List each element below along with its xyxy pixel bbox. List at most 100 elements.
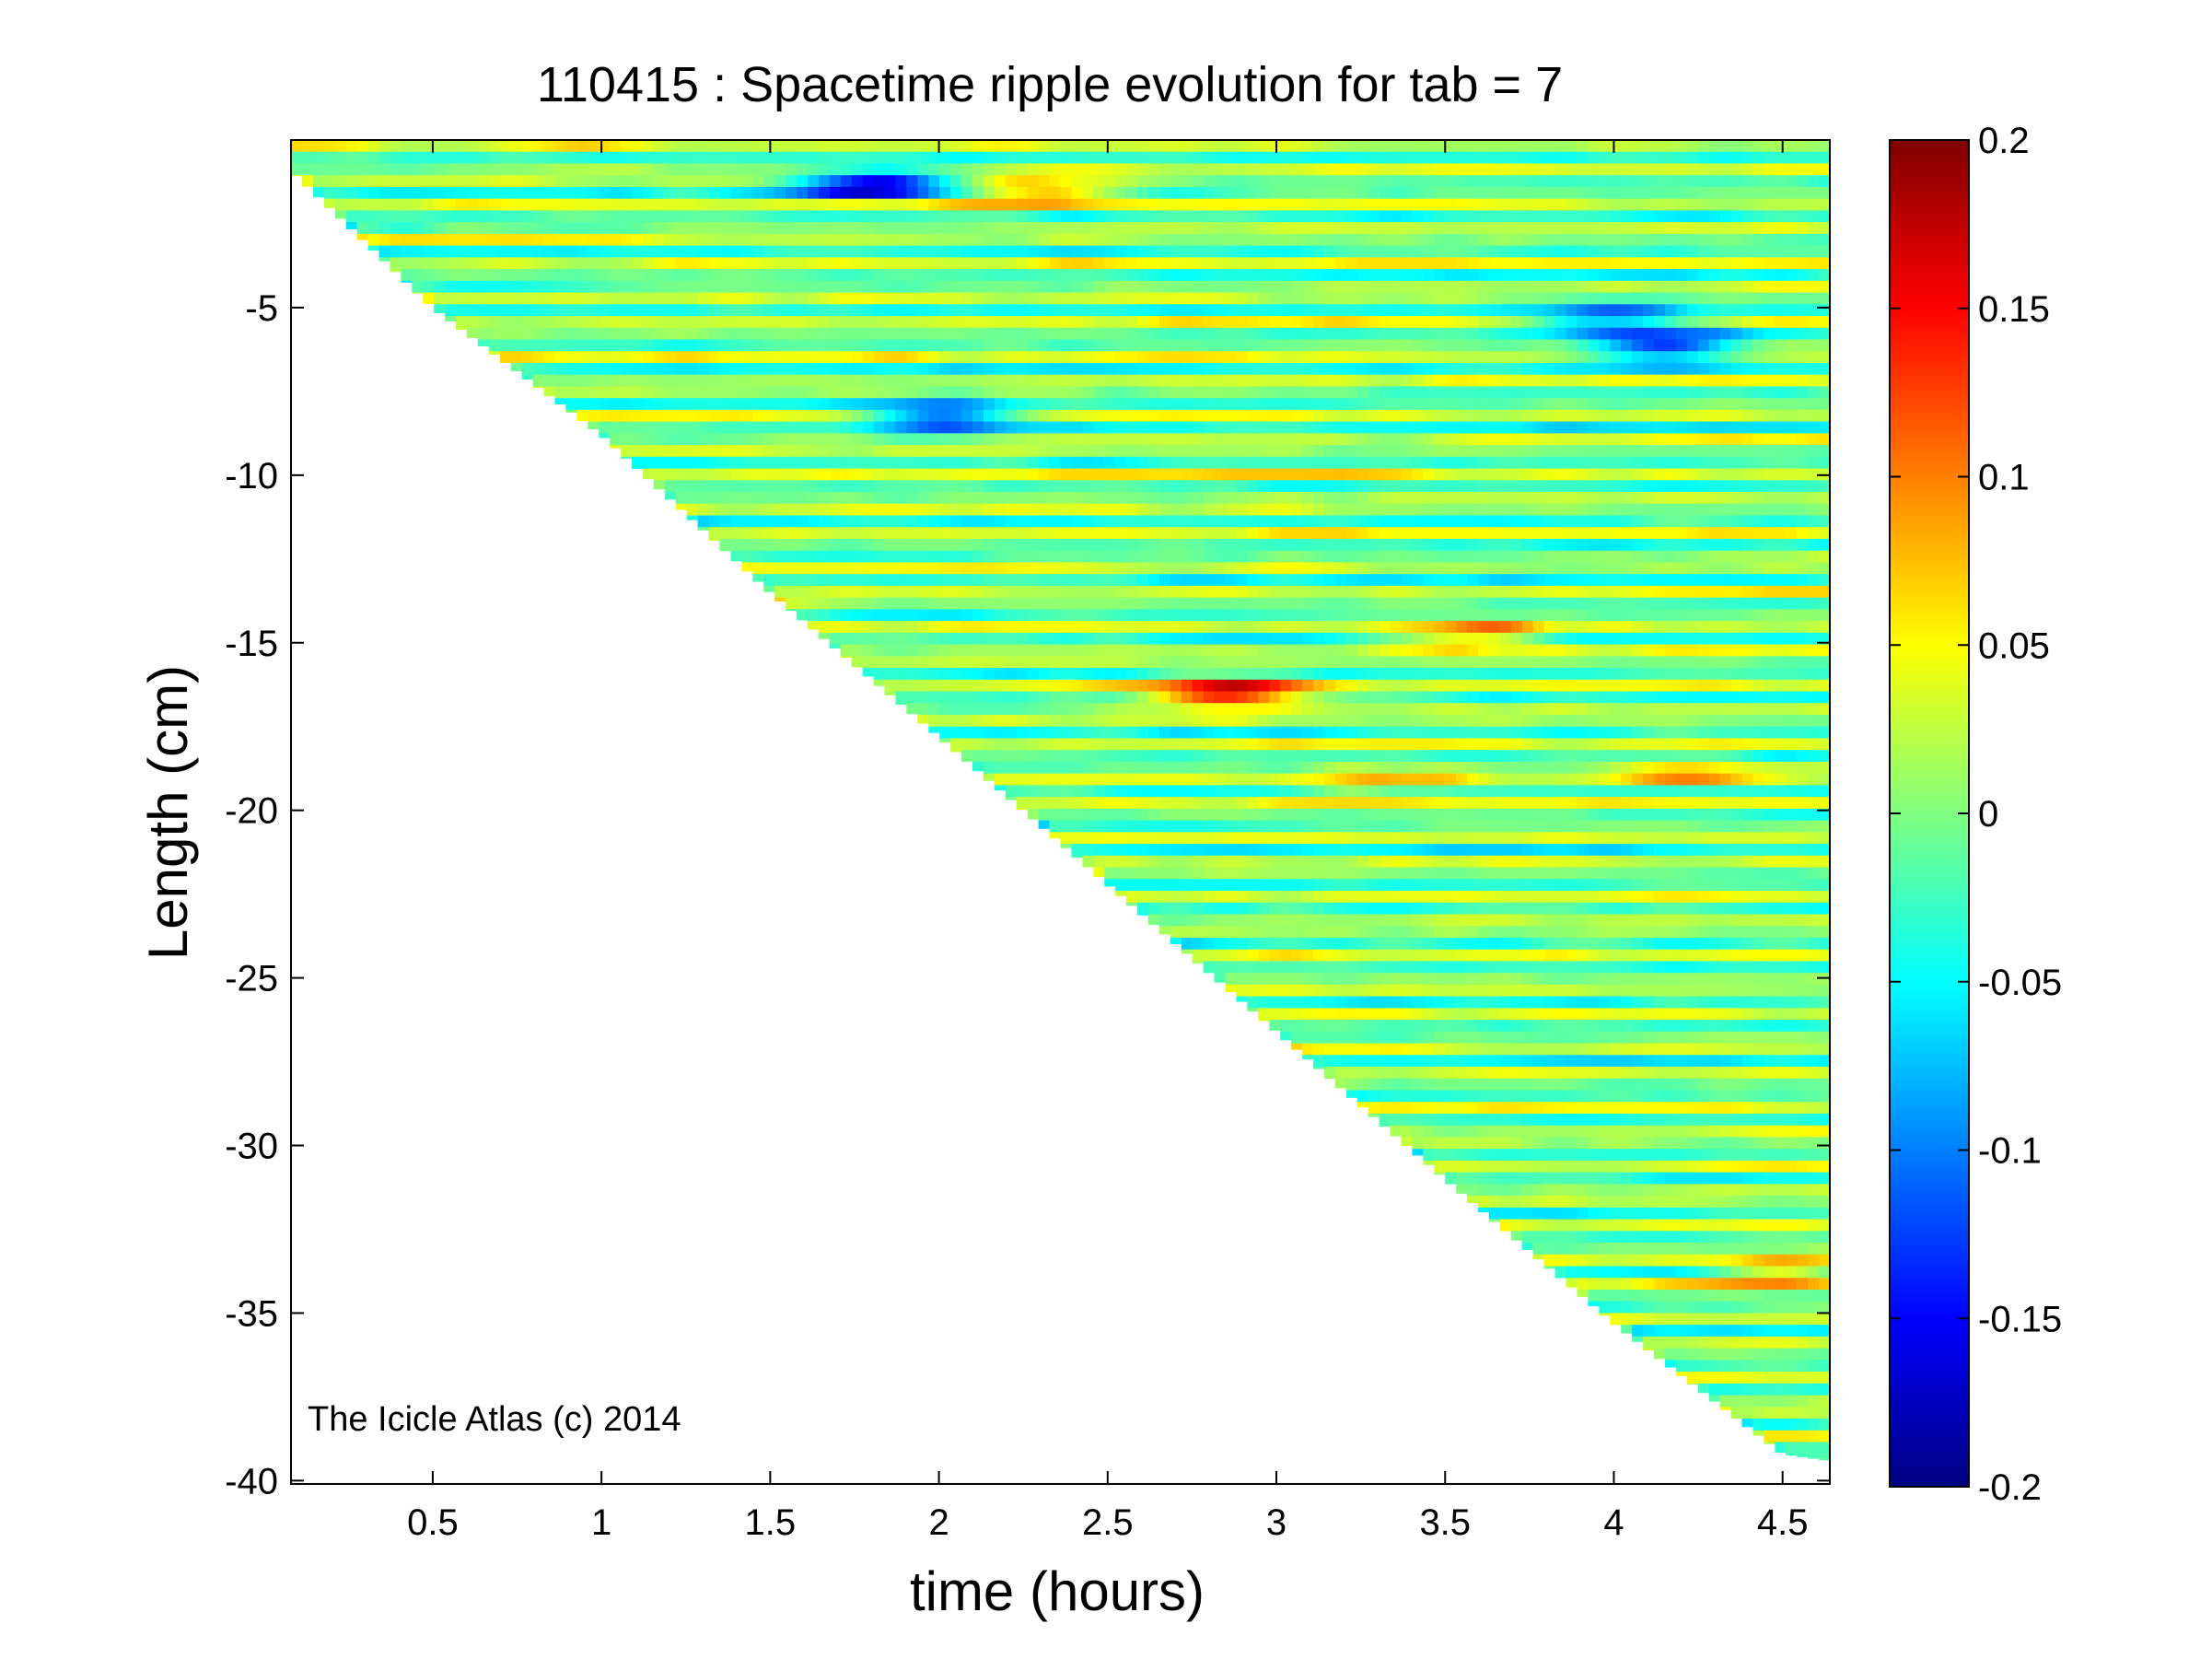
heatmap-cell (994, 644, 1007, 657)
heatmap-cell (1214, 973, 1227, 983)
heatmap-cell (1038, 656, 1051, 669)
heatmap-cell (1247, 362, 1259, 376)
heatmap-cell (345, 186, 358, 200)
heatmap-cell (1027, 339, 1040, 352)
heatmap-cell (1379, 140, 1391, 153)
heatmap-cell (1434, 761, 1446, 775)
heatmap-cell (1445, 750, 1457, 763)
heatmap-cell (1390, 785, 1403, 798)
heatmap-cell (1203, 855, 1216, 869)
heatmap-cell (730, 186, 742, 200)
heatmap-cell (1236, 797, 1249, 810)
heatmap-cell (884, 374, 897, 388)
heatmap-cell (906, 198, 918, 211)
heatmap-cell (1334, 222, 1347, 235)
heatmap-cell (1225, 445, 1238, 458)
heatmap-cell (423, 257, 435, 270)
heatmap-cell (829, 222, 842, 235)
heatmap-cell (1214, 808, 1227, 822)
heatmap-cell (1269, 409, 1281, 423)
heatmap-cell (1291, 386, 1303, 399)
heatmap-cell (621, 280, 633, 294)
heatmap-cell (752, 492, 764, 505)
heatmap-cell (1334, 867, 1347, 880)
heatmap-cell (873, 386, 886, 399)
heatmap-cell (1302, 257, 1314, 270)
heatmap-cell (763, 538, 775, 552)
heatmap-cell (1147, 679, 1160, 693)
heatmap-cell (1027, 292, 1040, 305)
heatmap-cell (588, 245, 600, 258)
heatmap-cell (1158, 445, 1171, 458)
heatmap-cell (917, 351, 929, 364)
heatmap-cell (521, 280, 534, 294)
heatmap-cell (1423, 585, 1435, 599)
heatmap-cell (1147, 233, 1160, 247)
heatmap-cell (1027, 550, 1040, 564)
heatmap-cell (1456, 269, 1468, 282)
heatmap-cell (928, 456, 940, 470)
heatmap-cell (1313, 339, 1325, 352)
heatmap-cell (423, 210, 435, 223)
heatmap-cell (1334, 503, 1347, 517)
heatmap-cell (1170, 151, 1182, 165)
heatmap-cell (632, 186, 644, 200)
heatmap-cell (1192, 351, 1205, 364)
heatmap-cell (1356, 175, 1369, 188)
heatmap-cell (895, 515, 907, 528)
heatmap-cell (818, 292, 831, 305)
heatmap-cell (829, 175, 842, 188)
heatmap-cell (807, 374, 820, 388)
heatmap-cell (1225, 492, 1238, 505)
heatmap-cell (1401, 738, 1414, 751)
heatmap-cell (1280, 844, 1292, 857)
heatmap-cell (697, 233, 710, 247)
heatmap-cell (532, 163, 545, 176)
heatmap-cell (1147, 140, 1160, 153)
heatmap-cell (686, 292, 699, 305)
heatmap-cell (1302, 855, 1314, 869)
heatmap-cell (1147, 186, 1160, 200)
heatmap-cell (1445, 879, 1457, 892)
heatmap-cell (1445, 761, 1457, 775)
heatmap-cell (1104, 538, 1116, 552)
heatmap-cell (401, 280, 413, 283)
heatmap-cell (895, 398, 907, 411)
heatmap-cell (741, 140, 753, 153)
heatmap-cell (1412, 668, 1424, 681)
heatmap-cell (1291, 761, 1303, 775)
heatmap-cell (1104, 726, 1116, 740)
heatmap-cell (1323, 1031, 1336, 1045)
heatmap-cell (829, 585, 842, 599)
heatmap-cell (1093, 668, 1105, 681)
heatmap-cell (1115, 480, 1127, 493)
heatmap-cell (1401, 832, 1414, 845)
heatmap-cell (1093, 855, 1105, 869)
heatmap-cell (532, 210, 545, 223)
heatmap-cell (1203, 527, 1216, 540)
heatmap-cell (1192, 151, 1205, 165)
heatmap-cell (1214, 656, 1227, 669)
heatmap-cell (1434, 280, 1446, 294)
heatmap-cell (1334, 937, 1347, 951)
heatmap-cell (1291, 738, 1303, 751)
heatmap-cell (1456, 280, 1468, 294)
heatmap-cell (950, 621, 962, 634)
heatmap-cell (1334, 339, 1347, 352)
heatmap-cell (1445, 409, 1457, 423)
heatmap-cell (1214, 327, 1227, 341)
heatmap-cell (1005, 480, 1018, 493)
heatmap-cell (1214, 949, 1227, 962)
heatmap-cell (390, 175, 402, 188)
heatmap-cell (851, 151, 864, 165)
heatmap-cell (873, 456, 886, 470)
heatmap-cell (994, 409, 1007, 423)
heatmap-cell (1005, 198, 1018, 211)
heatmap-cell (1158, 926, 1171, 935)
heatmap-cell (1115, 785, 1127, 798)
heatmap-cell (1379, 879, 1391, 892)
heatmap-cell (1181, 785, 1193, 798)
heatmap-cell (1323, 515, 1336, 528)
heatmap-cell (1115, 245, 1127, 258)
heatmap-cell (1412, 503, 1424, 517)
